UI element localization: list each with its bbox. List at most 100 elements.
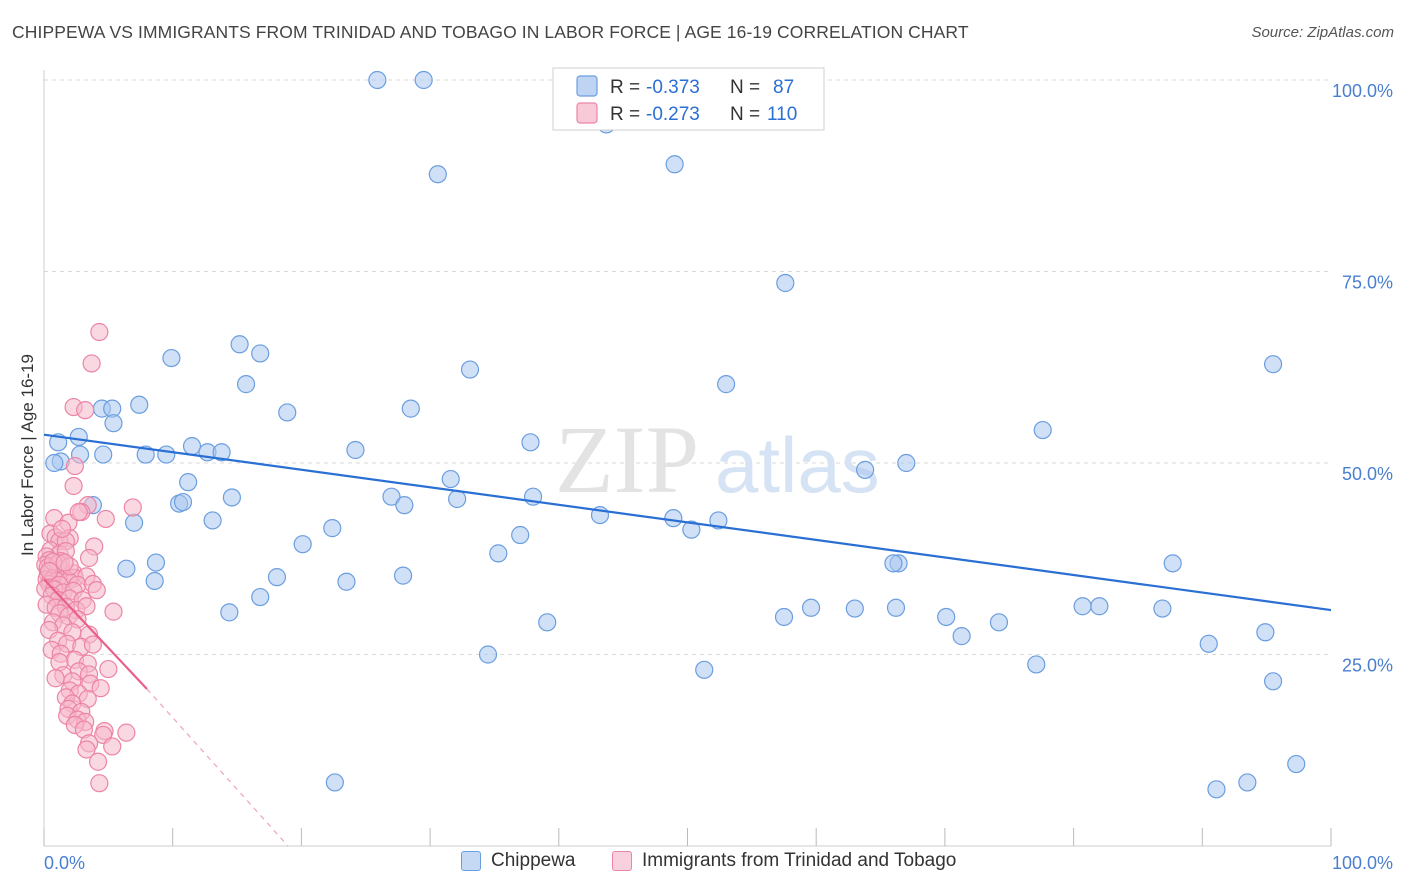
data-point [162,348,181,368]
data-point [448,489,467,509]
data-point [94,445,113,464]
data-point [989,613,1009,632]
data-point [278,403,297,422]
grid-lines [44,79,1331,655]
data-point [65,456,84,476]
legend-label-trinidad: Immigrants from Trinidad and Tobago [642,850,957,871]
data-point [856,460,875,479]
data-point [368,70,387,90]
data-point [1256,623,1275,642]
data-point [104,414,123,433]
data-point [441,469,460,489]
data-point [1263,672,1283,691]
data-point [774,607,794,627]
data-point [695,660,714,679]
data-point [96,509,115,529]
data-point [1153,599,1172,618]
data-point [346,440,365,460]
data-point [414,70,433,90]
data-point [145,571,164,591]
data-point [46,669,65,688]
data-point [845,599,864,618]
data-point [937,607,956,627]
data-point [90,774,109,793]
trend-line-trinidad [43,578,148,690]
data-point [77,597,96,616]
trinidad-points [36,322,142,793]
data-point [401,399,420,418]
legend-r-value-2: -0.273 [646,104,700,125]
data-point [222,488,242,507]
data-point [99,659,118,679]
data-point [182,437,202,456]
legend-r-value-1: -0.373 [646,77,700,98]
legend-swatch-trinidad [612,851,632,871]
data-point [897,453,916,473]
data-point [267,568,287,587]
data-point [40,561,59,581]
data-point [709,511,728,530]
data-point [460,360,480,379]
data-point [538,613,557,632]
legend-n-value-2: 110 [767,104,797,125]
data-point [664,509,683,528]
watermark-zip: ZIP [555,406,699,513]
data-point [146,553,166,572]
y-tick-label: 100.0% [1332,81,1393,101]
data-point [87,581,106,600]
data-point [717,375,736,394]
data-point [64,476,83,496]
data-point [82,354,101,373]
data-point [103,737,122,756]
data-point [55,553,74,572]
data-point [117,559,136,578]
data-point [52,519,72,538]
data-point [203,511,222,530]
data-point [382,487,401,506]
data-point [1263,355,1283,374]
legend-n-label-2: N = [730,104,760,125]
data-point [230,335,249,354]
data-point [76,401,95,420]
data-point [323,519,342,538]
data-point [337,572,356,591]
legend-item-chippewa[interactable]: Chippewa [461,850,576,872]
x-tick-label: 0.0% [44,853,85,873]
source-label: Source: ZipAtlas.com [1251,24,1394,41]
data-point [117,723,136,742]
legend-r-label-1: R = [610,77,640,98]
legend-n-label-1: N = [730,77,760,98]
x-tick-label: 100.0% [1332,853,1393,873]
data-point [79,548,99,568]
data-point [251,587,270,607]
data-point [884,554,903,573]
legend-item-trinidad[interactable]: Immigrants from Trinidad and Tobago [612,850,956,872]
data-point [90,322,109,342]
data-point [251,344,270,363]
y-tick-label: 50.0% [1342,464,1393,484]
trend-line-trinidad-extension [146,688,289,847]
data-point [293,535,312,554]
legend-r-label-2: R = [610,104,640,125]
watermark: ZIP atlas [555,406,880,513]
data-point [212,443,231,462]
data-point [124,513,144,532]
trend-lines [43,433,1332,847]
data-point [130,395,149,414]
legend-swatch-chippewa [461,851,481,871]
data-point [325,773,344,792]
data-point [428,165,447,184]
correlation-legend: R = -0.373 N = 87 R = -0.273 N = 110 [552,67,825,131]
data-point [157,445,176,464]
data-point [665,155,684,174]
data-point [69,427,88,447]
data-point [1163,554,1182,573]
data-point [952,627,971,646]
data-point [776,273,795,293]
bottom-legend: Chippewa Immigrants from Trinidad and To… [0,850,1406,880]
data-point [1090,597,1109,616]
y-tick-label: 25.0% [1342,656,1393,676]
data-point [478,645,498,664]
data-point [395,496,414,515]
